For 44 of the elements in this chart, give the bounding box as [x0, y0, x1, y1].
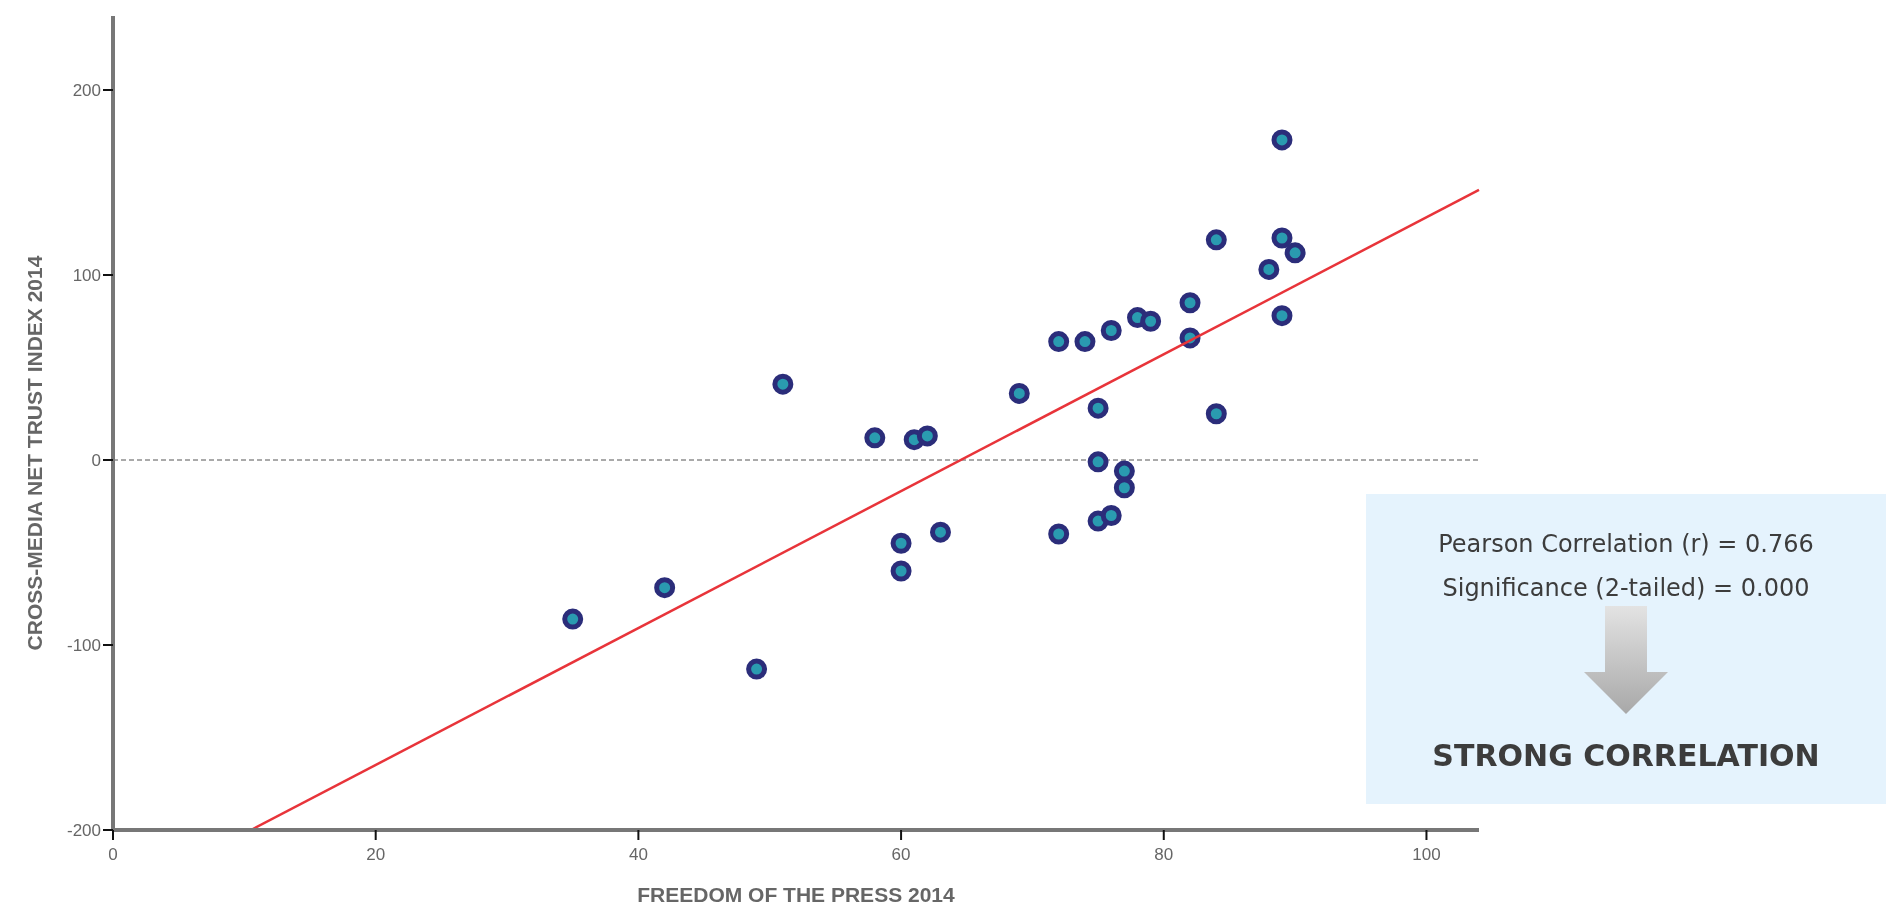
point — [916, 425, 938, 447]
point — [772, 373, 794, 395]
annotation: Significance (2-tailed) = 0.000 — [1442, 574, 1810, 602]
x-tick-label: 80 — [1154, 845, 1174, 864]
point — [1271, 227, 1293, 249]
y-tick-label: -200 — [66, 820, 101, 840]
y-tick-label: 0 — [91, 450, 101, 470]
y-tick-label: -100 — [66, 635, 101, 655]
x-tick-label: 100 — [1412, 845, 1441, 864]
point — [1140, 310, 1162, 332]
point — [1113, 460, 1135, 482]
x-tick-label: 0 — [108, 845, 118, 864]
point — [1179, 292, 1201, 314]
annotation: STRONG CORRELATION — [1432, 738, 1820, 773]
point — [1074, 331, 1096, 353]
point — [1271, 305, 1293, 327]
point — [1271, 129, 1293, 151]
point — [890, 560, 912, 582]
point — [1008, 382, 1030, 404]
y-tick-label: 100 — [72, 265, 101, 285]
point — [1087, 451, 1109, 473]
point — [1113, 477, 1135, 499]
point — [1048, 523, 1070, 545]
x-tick-label: 40 — [628, 845, 648, 864]
point — [746, 658, 768, 680]
point — [1100, 320, 1122, 341]
point — [1100, 505, 1122, 526]
y-tick-label: 200 — [72, 80, 101, 100]
x-axis-title: FREEDOM OF THE PRESS 2014 — [637, 883, 956, 906]
point — [890, 532, 912, 554]
y-axis-title: CROSS-MEDIA NET TRUST INDEX 2014 — [23, 255, 46, 651]
point — [1048, 331, 1070, 353]
point — [654, 577, 676, 599]
x-tick-label: 60 — [891, 845, 911, 864]
point — [1205, 403, 1227, 425]
point — [1087, 397, 1109, 419]
point — [1258, 258, 1280, 280]
point — [1284, 242, 1306, 264]
point — [929, 521, 951, 543]
annotation: Pearson Correlation (r) = 0.766 — [1438, 530, 1814, 558]
point — [864, 427, 886, 449]
x-tick-label: 20 — [366, 845, 386, 864]
point — [562, 608, 584, 630]
point — [1205, 229, 1227, 251]
